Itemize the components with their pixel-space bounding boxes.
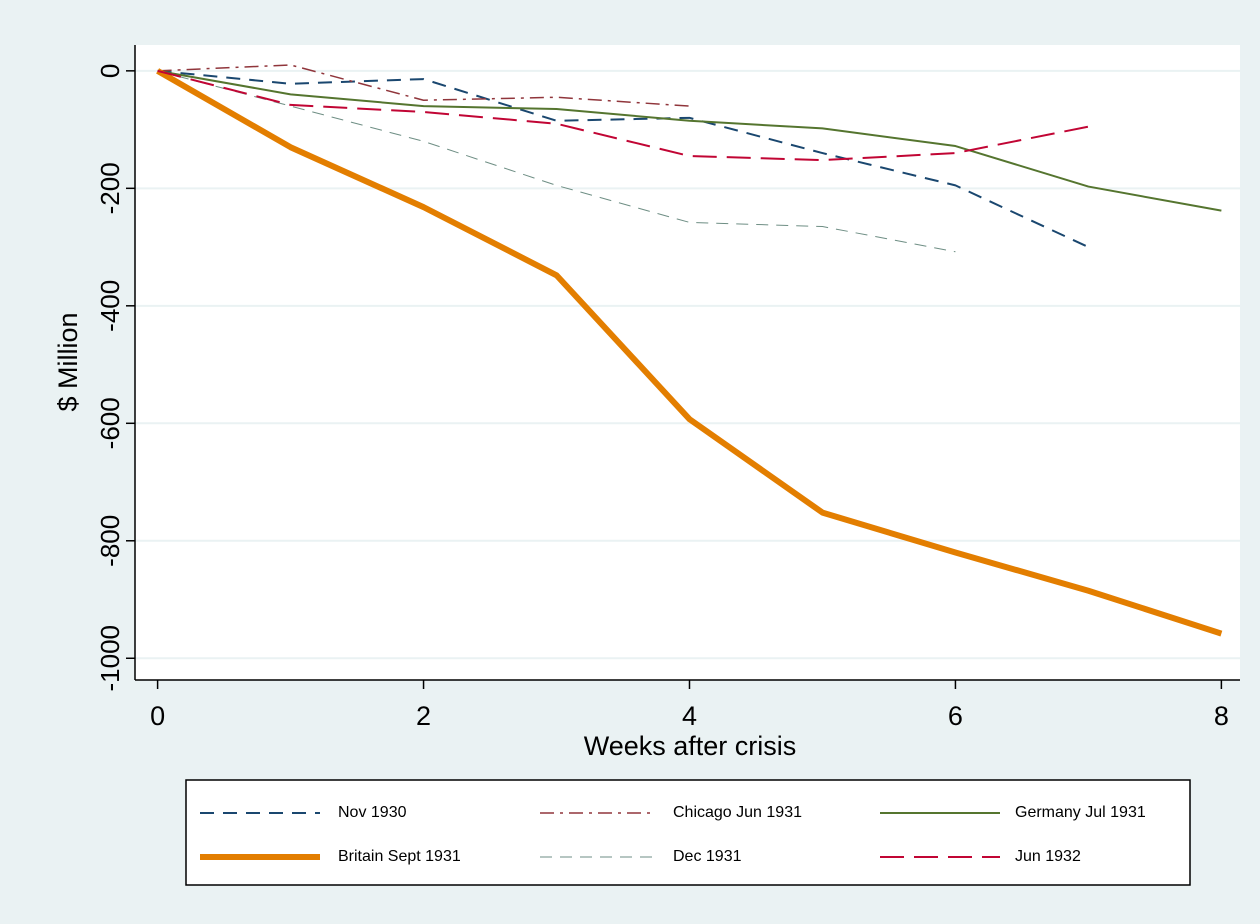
y-tick-label: -400 <box>95 280 125 332</box>
legend <box>185 779 1191 886</box>
legend-label: Chicago Jun 1931 <box>673 804 802 821</box>
x-tick-label: 6 <box>948 701 963 731</box>
x-tick-label: 8 <box>1214 701 1229 731</box>
y-axis-title: $ Million <box>53 312 83 411</box>
y-tick-label: 0 <box>95 64 125 78</box>
x-axis-title: Weeks after crisis <box>584 731 797 761</box>
legend-label: Nov 1930 <box>338 804 407 821</box>
y-tick-label: -1000 <box>95 625 125 692</box>
legend-label: Britain Sept 1931 <box>338 848 461 865</box>
series-line <box>157 70 956 253</box>
series-line <box>157 69 1089 162</box>
series-line <box>157 69 1089 248</box>
series-line <box>157 64 690 107</box>
x-tick-label: 4 <box>682 701 697 731</box>
legend-label: Germany Jul 1931 <box>1015 804 1146 821</box>
x-tick-label: 2 <box>416 701 431 731</box>
series-line <box>157 69 1222 212</box>
legend-label: Jun 1932 <box>1015 848 1081 865</box>
y-tick-label: -800 <box>95 515 125 567</box>
x-tick-label: 0 <box>150 701 165 731</box>
legend-label: Dec 1931 <box>673 848 742 865</box>
series-line <box>156 68 1223 637</box>
y-tick-label: -600 <box>95 397 125 449</box>
y-tick-label: -200 <box>95 162 125 214</box>
plot-area <box>135 45 1240 680</box>
